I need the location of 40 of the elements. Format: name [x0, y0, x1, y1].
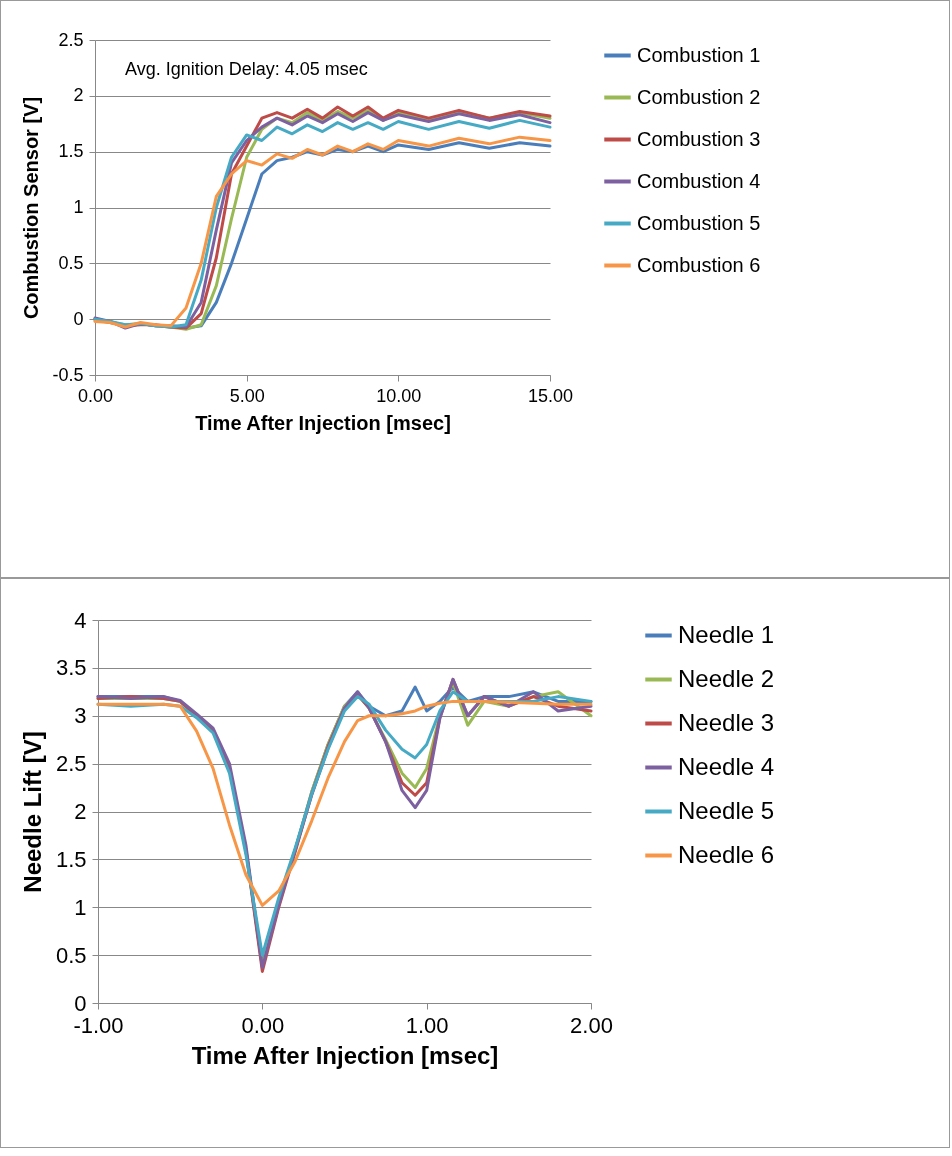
y-tick-label: 2	[74, 799, 87, 824]
legend-label: Needle 5	[678, 796, 775, 824]
y-tick-label: 1	[74, 894, 87, 920]
legend-label: Needle 1	[678, 620, 775, 648]
x-tick-label: 2.00	[570, 1012, 613, 1038]
x-tick-label: 15.00	[527, 385, 574, 406]
y-tick-label: 1	[73, 197, 84, 217]
y-tick-label: 4	[74, 607, 87, 633]
x-tick-label: 1.00	[405, 1012, 449, 1038]
y-tick-label: 0.5	[55, 942, 87, 968]
y-tick-label: 2	[73, 85, 84, 106]
legend-label: Needle 4	[678, 752, 775, 780]
x-axis-title: Time After Injection [msec]	[191, 1041, 499, 1069]
y-tick-label: -0.5	[52, 364, 84, 385]
x-tick-label: 5.00	[229, 385, 265, 406]
y-tick-label: 0	[73, 308, 84, 329]
y-tick-label: 2.5	[58, 29, 84, 50]
y-tick-label: 3	[74, 703, 87, 729]
line-series	[96, 699, 593, 907]
legend-label: Combustion 1	[637, 43, 761, 66]
y-tick-label: 3.5	[55, 655, 87, 681]
legend-label: Combustion 6	[637, 253, 761, 276]
legend-label: Needle 2	[678, 664, 775, 692]
y-tick-label: 0.5	[58, 252, 84, 273]
y-tick-label: 1.5	[55, 846, 87, 872]
x-tick-label: 0.00	[241, 1012, 285, 1038]
y-tick-label: 1.5	[58, 141, 84, 162]
y-axis-title: Needle Lift [V]	[18, 731, 46, 893]
x-axis-title: Time After Injection [msec]	[195, 411, 451, 434]
x-tick-label: 0.00	[77, 385, 114, 406]
legend-label: Combustion 4	[637, 169, 761, 192]
annotation: Avg. Ignition Delay: 4.05 msec	[125, 59, 368, 79]
y-axis-title: Combustion Sensor [V]	[20, 96, 43, 320]
legend-label: Needle 3	[678, 708, 775, 736]
legend-label: Combustion 2	[637, 85, 761, 108]
legend-label: Needle 6	[678, 840, 775, 868]
y-tick-label: 2.5	[55, 751, 87, 777]
x-tick-label: 10.00	[376, 385, 422, 406]
legend-label: Combustion 3	[637, 127, 761, 150]
legend-label: Combustion 5	[637, 211, 761, 234]
